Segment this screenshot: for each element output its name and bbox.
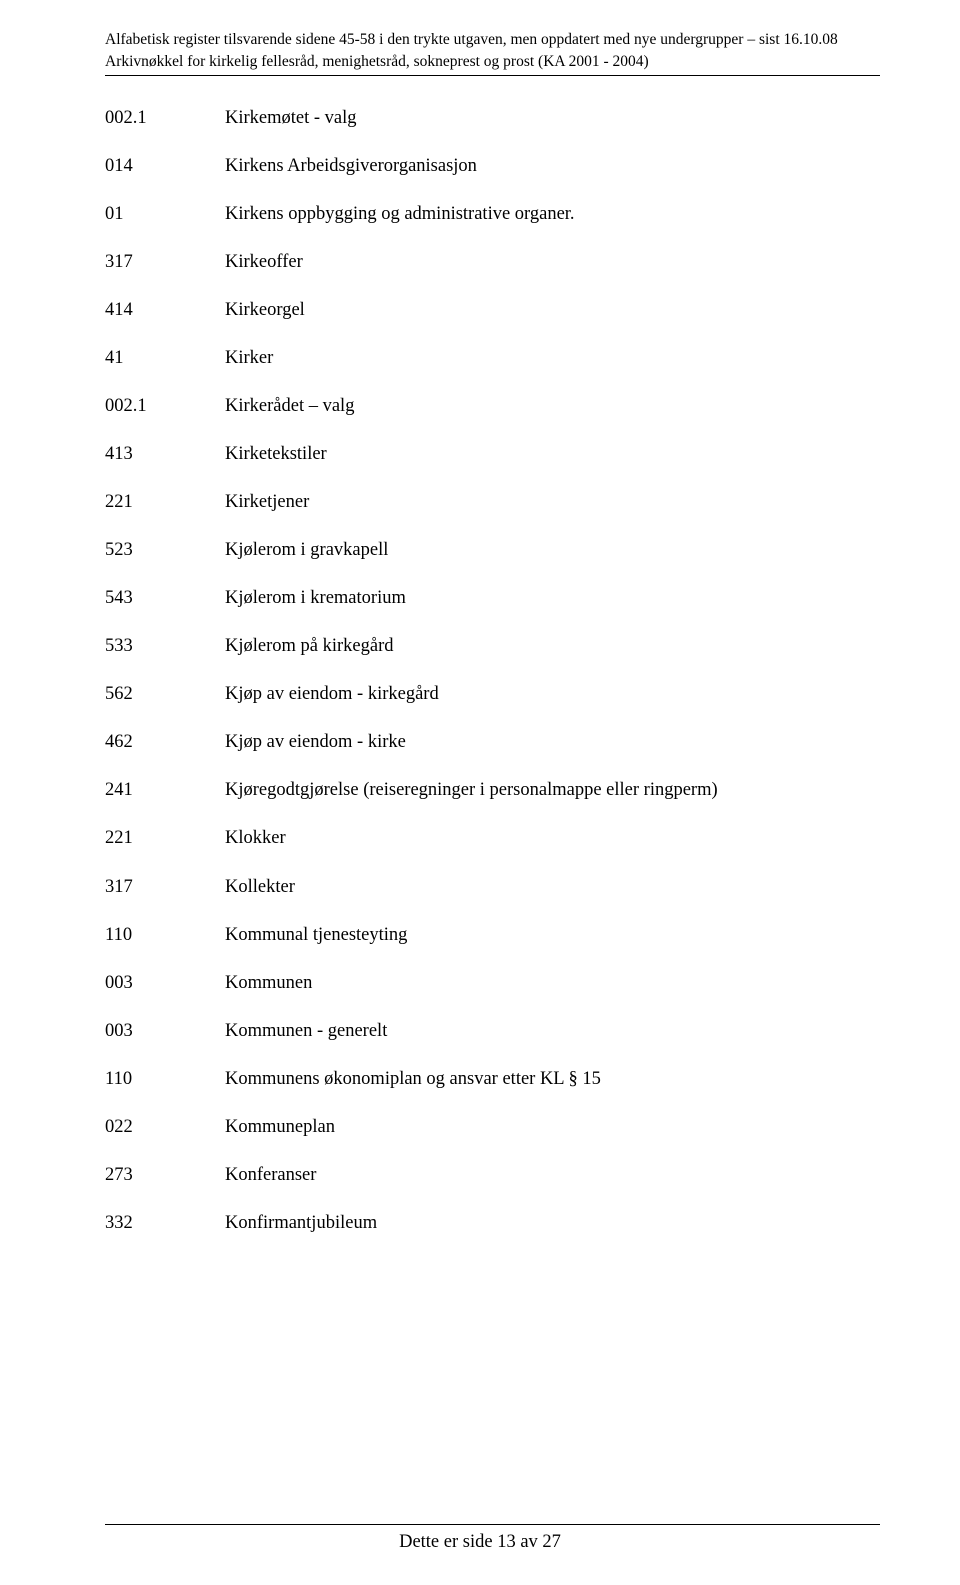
entry-code: 022 [105, 1115, 225, 1163]
header-line-2: Arkivnøkkel for kirkelig fellesråd, meni… [105, 52, 880, 71]
entry-title: Kirketjener [225, 490, 718, 538]
table-row: 003Kommunen [105, 971, 718, 1019]
entry-code: 317 [105, 875, 225, 923]
table-row: 462Kjøp av eiendom - kirke [105, 730, 718, 778]
entry-title: Klokker [225, 826, 718, 874]
entry-code: 562 [105, 682, 225, 730]
table-row: 317Kirkeoffer [105, 250, 718, 298]
table-row: 002.1Kirkerådet – valg [105, 394, 718, 442]
entry-code: 533 [105, 634, 225, 682]
entry-code: 414 [105, 298, 225, 346]
table-row: 523Kjølerom i gravkapell [105, 538, 718, 586]
entry-title: Kjølerom i gravkapell [225, 538, 718, 586]
entry-title: Kommunal tjenesteyting [225, 923, 718, 971]
table-row: 533Kjølerom på kirkegård [105, 634, 718, 682]
table-row: 562Kjøp av eiendom - kirkegård [105, 682, 718, 730]
register-table: 002.1Kirkemøtet - valg014Kirkens Arbeids… [105, 106, 718, 1259]
entry-title: Kirker [225, 346, 718, 394]
entry-title: Konfirmantjubileum [225, 1211, 718, 1259]
entry-code: 110 [105, 1067, 225, 1115]
table-row: 317Kollekter [105, 875, 718, 923]
entry-code: 317 [105, 250, 225, 298]
footer-divider [105, 1524, 880, 1525]
entry-title: Kirkens Arbeidsgiverorganisasjon [225, 154, 718, 202]
entry-code: 543 [105, 586, 225, 634]
entry-title: Kjølerom på kirkegård [225, 634, 718, 682]
entry-title: Kjøregodtgjørelse (reiseregninger i pers… [225, 778, 718, 826]
table-row: 332Konfirmantjubileum [105, 1211, 718, 1259]
table-row: 01Kirkens oppbygging og administrative o… [105, 202, 718, 250]
entry-code: 332 [105, 1211, 225, 1259]
entry-code: 221 [105, 826, 225, 874]
entry-code: 221 [105, 490, 225, 538]
entry-code: 014 [105, 154, 225, 202]
entry-code: 110 [105, 923, 225, 971]
table-row: 273Konferanser [105, 1163, 718, 1211]
header-line-1: Alfabetisk register tilsvarende sidene 4… [105, 30, 880, 49]
entry-code: 003 [105, 971, 225, 1019]
entry-code: 002.1 [105, 106, 225, 154]
entry-code: 273 [105, 1163, 225, 1211]
entry-title: Kirkeorgel [225, 298, 718, 346]
entry-title: Kirkemøtet - valg [225, 106, 718, 154]
table-row: 543Kjølerom i krematorium [105, 586, 718, 634]
entry-code: 01 [105, 202, 225, 250]
entry-code: 241 [105, 778, 225, 826]
table-row: 241Kjøregodtgjørelse (reiseregninger i p… [105, 778, 718, 826]
entry-code: 002.1 [105, 394, 225, 442]
entry-code: 413 [105, 442, 225, 490]
entry-title: Kirkerådet – valg [225, 394, 718, 442]
table-row: 014Kirkens Arbeidsgiverorganisasjon [105, 154, 718, 202]
table-row: 41Kirker [105, 346, 718, 394]
table-row: 413Kirketekstiler [105, 442, 718, 490]
table-row: 110Kommunens økonomiplan og ansvar etter… [105, 1067, 718, 1115]
entry-title: Kirkeoffer [225, 250, 718, 298]
table-row: 002.1Kirkemøtet - valg [105, 106, 718, 154]
entry-title: Kommunens økonomiplan og ansvar etter KL… [225, 1067, 718, 1115]
entry-code: 003 [105, 1019, 225, 1067]
entry-title: Kollekter [225, 875, 718, 923]
entry-code: 462 [105, 730, 225, 778]
table-row: 022Kommuneplan [105, 1115, 718, 1163]
table-row: 221Klokker [105, 826, 718, 874]
table-row: 414Kirkeorgel [105, 298, 718, 346]
entry-code: 41 [105, 346, 225, 394]
entry-code: 523 [105, 538, 225, 586]
entry-title: Kommunen [225, 971, 718, 1019]
entry-title: Kirketekstiler [225, 442, 718, 490]
entry-title: Kjøp av eiendom - kirke [225, 730, 718, 778]
entry-title: Kommunen - generelt [225, 1019, 718, 1067]
entry-title: Kjølerom i krematorium [225, 586, 718, 634]
page-footer: Dette er side 13 av 27 [0, 1532, 960, 1553]
table-row: 110Kommunal tjenesteyting [105, 923, 718, 971]
entry-title: Kirkens oppbygging og administrative org… [225, 202, 718, 250]
entry-title: Kjøp av eiendom - kirkegård [225, 682, 718, 730]
entry-title: Konferanser [225, 1163, 718, 1211]
header-divider [105, 75, 880, 76]
table-row: 221Kirketjener [105, 490, 718, 538]
table-row: 003Kommunen - generelt [105, 1019, 718, 1067]
entry-title: Kommuneplan [225, 1115, 718, 1163]
